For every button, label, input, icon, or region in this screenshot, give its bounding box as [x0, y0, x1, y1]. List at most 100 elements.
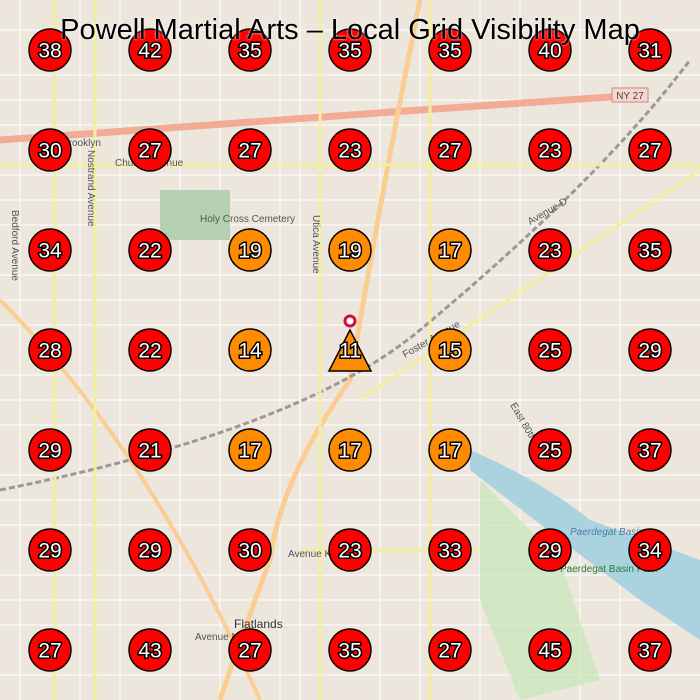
business-rank-marker[interactable]: 11: [327, 328, 373, 372]
rank-circle: [428, 28, 472, 72]
rank-point[interactable]: 38: [28, 28, 72, 72]
rank-circle: [128, 528, 172, 572]
rank-point[interactable]: 23: [528, 228, 572, 272]
rank-point[interactable]: 28: [28, 328, 72, 372]
ny27-shield: [611, 87, 649, 103]
rank-point[interactable]: 34: [28, 228, 72, 272]
rank-value: 30: [238, 540, 261, 563]
label-cemetery: Holy Cross Cemetery: [200, 214, 295, 225]
rank-point[interactable]: 25: [528, 428, 572, 472]
rank-value: 25: [538, 340, 561, 363]
rank-point[interactable]: 35: [328, 628, 372, 672]
rank-value: 11: [339, 340, 361, 363]
rank-point[interactable]: 27: [428, 628, 472, 672]
rank-value: 17: [338, 440, 361, 463]
rank-circle: [228, 228, 272, 272]
rank-point[interactable]: 22: [128, 228, 172, 272]
rank-point[interactable]: 37: [628, 628, 672, 672]
rank-value: 14: [238, 340, 262, 363]
rank-value: 27: [438, 640, 461, 663]
rank-circle: [28, 128, 72, 172]
rank-point[interactable]: 27: [28, 628, 72, 672]
rank-point[interactable]: 29: [28, 428, 72, 472]
rank-point[interactable]: 37: [628, 428, 672, 472]
rank-value: 23: [338, 140, 361, 163]
rank-circle: [228, 428, 272, 472]
map-title: Powell Martial Arts – Local Grid Visibil…: [60, 14, 640, 46]
rank-value: 29: [38, 540, 61, 563]
rank-point[interactable]: 17: [428, 228, 472, 272]
rank-value: 37: [638, 640, 661, 663]
cemetery-area: [160, 190, 230, 240]
rank-value: 27: [438, 140, 461, 163]
label-bedford: Bedford Avenue: [9, 210, 20, 281]
rank-point[interactable]: 27: [628, 128, 672, 172]
rank-point[interactable]: 17: [228, 428, 272, 472]
rank-value: 22: [138, 240, 161, 263]
rank-point[interactable]: 14: [228, 328, 272, 372]
rank-circle: [628, 228, 672, 272]
rank-point[interactable]: 27: [128, 128, 172, 172]
rank-circle: [128, 128, 172, 172]
map-pin-icon[interactable]: [343, 314, 357, 328]
rank-value: 45: [538, 640, 561, 663]
rank-point[interactable]: 35: [428, 28, 472, 72]
rank-value: 19: [238, 240, 261, 263]
rank-point[interactable]: 29: [628, 328, 672, 372]
rank-point[interactable]: 35: [228, 28, 272, 72]
rank-value: 35: [238, 40, 261, 63]
rank-value: 43: [138, 640, 161, 663]
rank-point[interactable]: 29: [28, 528, 72, 572]
rank-value: 35: [638, 240, 661, 263]
rank-point[interactable]: 42: [128, 28, 172, 72]
rank-point[interactable]: 30: [228, 528, 272, 572]
rank-circle: [128, 28, 172, 72]
label-utica: Utica Avenue: [310, 215, 321, 274]
business-marker[interactable]: [343, 314, 357, 328]
rank-point[interactable]: 25: [528, 328, 572, 372]
rank-point[interactable]: 17: [428, 428, 472, 472]
rank-point[interactable]: 30: [28, 128, 72, 172]
rank-value: 34: [38, 240, 62, 263]
rank-point[interactable]: 29: [528, 528, 572, 572]
rank-point[interactable]: 43: [128, 628, 172, 672]
rank-value: 17: [438, 240, 461, 263]
rank-value: 15: [438, 340, 461, 363]
rank-point[interactable]: 27: [228, 128, 272, 172]
rank-point[interactable]: 31: [628, 28, 672, 72]
rank-point[interactable]: 19: [228, 228, 272, 272]
rank-point[interactable]: 40: [528, 28, 572, 72]
rank-circle: [528, 128, 572, 172]
rank-value: 29: [638, 340, 661, 363]
rank-point[interactable]: 34: [628, 528, 672, 572]
label-paerdegat: Paerdegat Basin Park: [560, 564, 658, 575]
rank-value: 27: [238, 640, 261, 663]
rank-circle: [28, 228, 72, 272]
rank-point[interactable]: 23: [528, 128, 572, 172]
rank-point[interactable]: 15: [428, 328, 472, 372]
rank-point[interactable]: 23: [328, 528, 372, 572]
rank-point[interactable]: 21: [128, 428, 172, 472]
rank-point[interactable]: 33: [428, 528, 472, 572]
rank-value: 23: [338, 540, 361, 563]
rank-point[interactable]: 17: [328, 428, 372, 472]
rank-point[interactable]: 23: [328, 128, 372, 172]
rank-point[interactable]: 45: [528, 628, 572, 672]
rank-value: 19: [338, 240, 361, 263]
rank-point[interactable]: 19: [328, 228, 372, 272]
rank-point[interactable]: 35: [628, 228, 672, 272]
rank-value: 38: [38, 40, 61, 63]
rank-point[interactable]: 22: [128, 328, 172, 372]
rank-circle: [428, 128, 472, 172]
rank-point[interactable]: 35: [328, 28, 372, 72]
rank-point[interactable]: 29: [128, 528, 172, 572]
rank-circle: [528, 428, 572, 472]
rank-circle: [128, 328, 172, 372]
rank-circle: [628, 328, 672, 372]
rank-circle: [128, 428, 172, 472]
rank-point[interactable]: 27: [428, 128, 472, 172]
rank-value: 35: [438, 40, 461, 63]
rank-point[interactable]: 27: [228, 628, 272, 672]
rank-circle: [28, 28, 72, 72]
